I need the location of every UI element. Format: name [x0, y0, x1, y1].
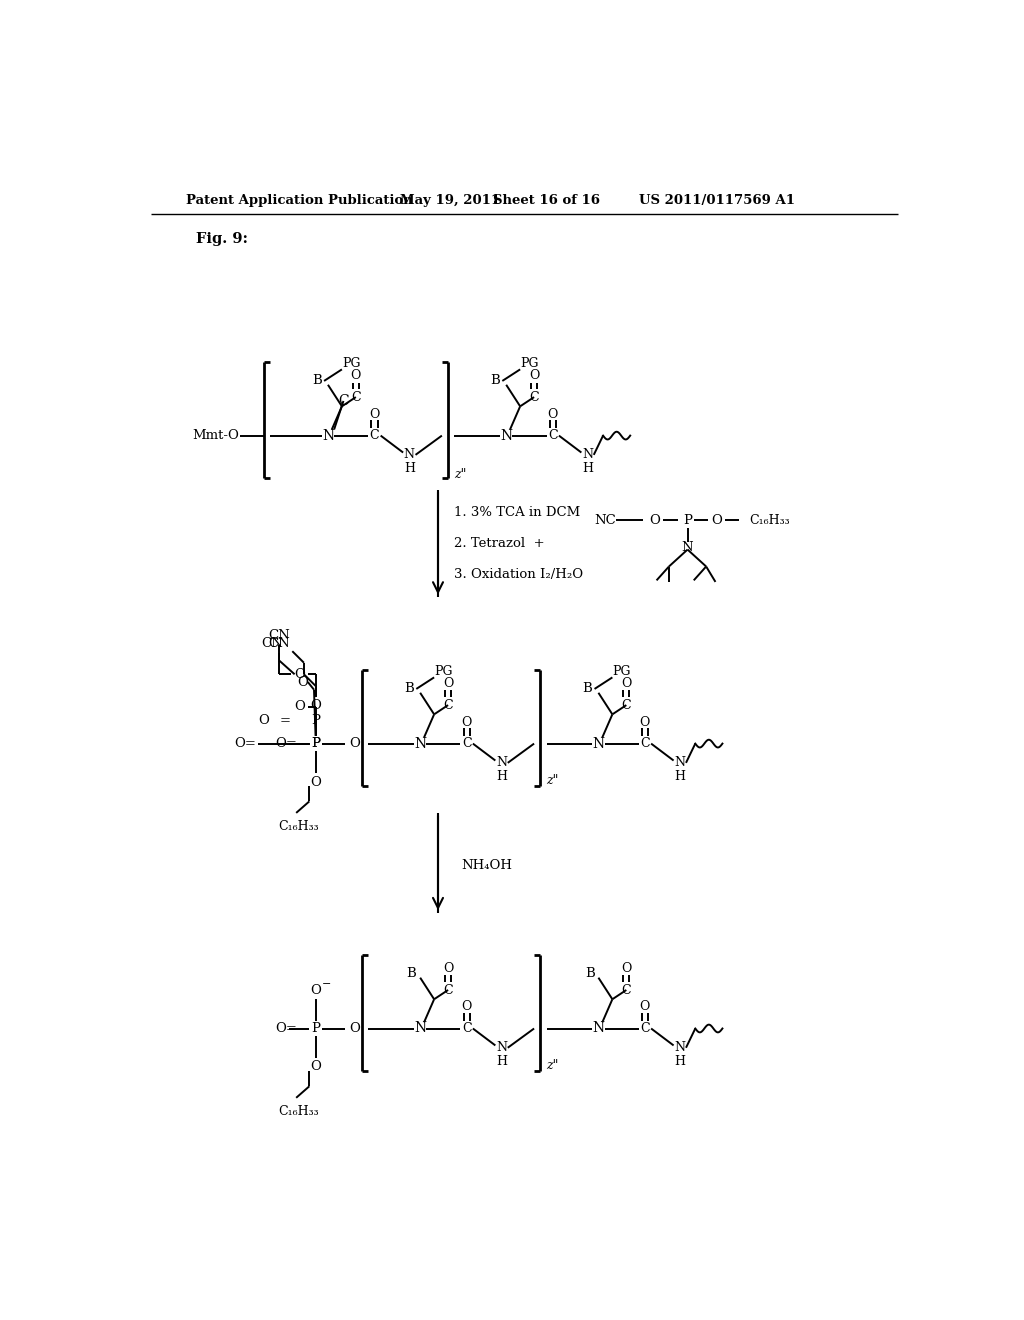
- Text: P: P: [311, 714, 321, 727]
- Text: O: O: [712, 513, 723, 527]
- Text: B: B: [404, 682, 414, 696]
- Text: B: B: [583, 682, 592, 696]
- Text: O: O: [640, 715, 650, 729]
- Text: B: B: [585, 968, 595, 981]
- Text: C: C: [338, 393, 349, 408]
- Text: PG: PG: [434, 665, 453, 677]
- Text: O=: O=: [275, 1022, 297, 1035]
- Text: O: O: [349, 737, 359, 750]
- Text: O: O: [350, 370, 361, 381]
- Text: O: O: [310, 776, 321, 788]
- Text: C: C: [622, 983, 631, 997]
- Text: P: P: [311, 737, 321, 750]
- Text: O: O: [443, 677, 454, 690]
- Text: Mmt-O: Mmt-O: [191, 429, 239, 442]
- Text: C: C: [529, 391, 539, 404]
- Text: O: O: [462, 715, 472, 729]
- Text: N: N: [322, 429, 334, 442]
- Text: C₁₆H₃₃: C₁₆H₃₃: [279, 1105, 318, 1118]
- Text: O: O: [548, 408, 558, 421]
- Text: 1. 3% TCA in DCM: 1. 3% TCA in DCM: [454, 506, 580, 519]
- Text: C: C: [370, 429, 379, 442]
- Text: N: N: [414, 737, 426, 751]
- Text: US 2011/0117569 A1: US 2011/0117569 A1: [639, 194, 795, 207]
- Text: CN: CN: [261, 638, 283, 649]
- Text: O: O: [649, 513, 660, 527]
- Text: P: P: [311, 1022, 321, 1035]
- Text: O: O: [310, 983, 321, 997]
- Text: Fig. 9:: Fig. 9:: [197, 232, 248, 247]
- Text: H: H: [496, 770, 507, 783]
- Text: H: H: [582, 462, 593, 475]
- Text: N: N: [403, 449, 415, 462]
- Text: PG: PG: [520, 356, 539, 370]
- Text: CN: CN: [268, 630, 290, 643]
- Text: O: O: [295, 668, 305, 681]
- Text: PG: PG: [612, 665, 631, 677]
- Text: O: O: [529, 370, 540, 381]
- Text: C: C: [640, 1022, 650, 1035]
- Text: C: C: [462, 1022, 471, 1035]
- Text: May 19, 2011: May 19, 2011: [399, 194, 500, 207]
- Text: N: N: [496, 756, 507, 770]
- Text: Patent Application Publication: Patent Application Publication: [186, 194, 413, 207]
- Text: P: P: [311, 737, 321, 750]
- Text: C: C: [548, 429, 557, 442]
- Text: O: O: [462, 1001, 472, 1014]
- Text: Sheet 16 of 16: Sheet 16 of 16: [493, 194, 600, 207]
- Text: O: O: [370, 408, 380, 421]
- Text: O: O: [349, 1022, 359, 1035]
- Text: O: O: [297, 676, 308, 689]
- Text: O: O: [622, 677, 632, 690]
- Text: NH₄OH: NH₄OH: [461, 859, 512, 871]
- Text: NC: NC: [595, 513, 616, 527]
- Text: O: O: [258, 714, 269, 727]
- Text: N: N: [592, 1022, 604, 1035]
- Text: CN: CN: [268, 638, 290, 649]
- Text: N: N: [674, 1041, 685, 1055]
- Text: C: C: [351, 391, 360, 404]
- Text: C: C: [462, 737, 471, 750]
- Text: C: C: [443, 983, 453, 997]
- Text: B: B: [407, 968, 417, 981]
- Text: 3. Oxidation I₂/H₂O: 3. Oxidation I₂/H₂O: [454, 568, 583, 581]
- Text: O: O: [443, 962, 454, 975]
- Text: N: N: [682, 541, 693, 554]
- Text: H: H: [674, 1055, 685, 1068]
- Text: N: N: [496, 1041, 507, 1055]
- Text: H: H: [674, 770, 685, 783]
- Text: z": z": [455, 467, 467, 480]
- Text: C: C: [443, 698, 453, 711]
- Text: N: N: [500, 429, 512, 442]
- Text: PG: PG: [342, 356, 360, 370]
- Text: z": z": [547, 774, 559, 787]
- Text: O=: O=: [234, 737, 256, 750]
- Text: C: C: [622, 698, 631, 711]
- Text: =: =: [280, 714, 291, 727]
- Text: z": z": [547, 1059, 559, 1072]
- Text: O: O: [310, 698, 321, 711]
- Text: C₁₆H₃₃: C₁₆H₃₃: [750, 513, 791, 527]
- Text: −: −: [322, 979, 331, 989]
- Text: N: N: [414, 1022, 426, 1035]
- Text: C: C: [640, 737, 650, 750]
- Text: B: B: [490, 375, 500, 388]
- Text: N: N: [674, 756, 685, 770]
- Text: 2. Tetrazol  +: 2. Tetrazol +: [454, 537, 544, 550]
- Text: B: B: [312, 375, 322, 388]
- Text: N: N: [582, 449, 593, 462]
- Text: O: O: [295, 700, 305, 713]
- Text: N: N: [592, 737, 604, 751]
- Text: O: O: [640, 1001, 650, 1014]
- Text: O: O: [310, 1060, 321, 1073]
- Text: H: H: [403, 462, 415, 475]
- Text: O=: O=: [275, 737, 297, 750]
- Text: P: P: [683, 513, 692, 527]
- Text: H: H: [496, 1055, 507, 1068]
- Text: O: O: [622, 962, 632, 975]
- Text: C₁₆H₃₃: C₁₆H₃₃: [279, 820, 318, 833]
